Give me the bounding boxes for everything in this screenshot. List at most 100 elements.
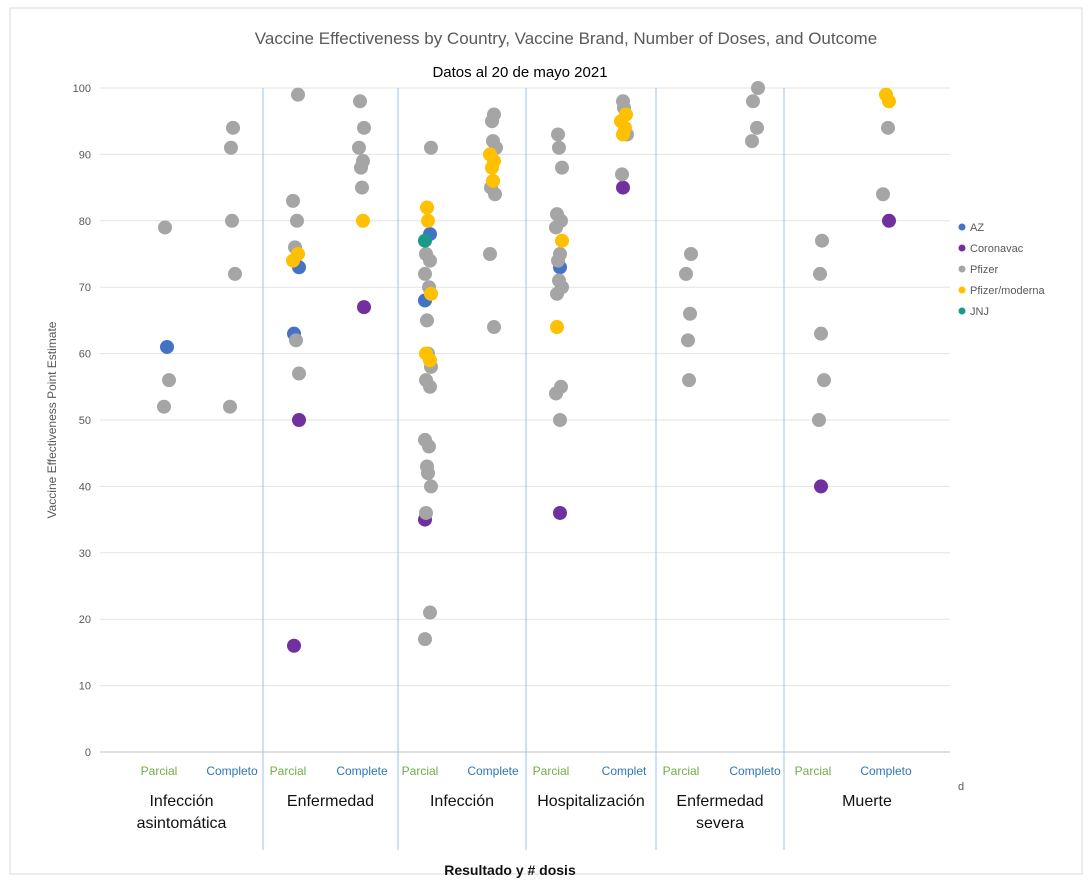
data-point-coronavac [616, 180, 630, 195]
data-point-pfizer-moderna [423, 353, 437, 368]
y-tick-label: 0 [85, 747, 91, 759]
data-point-pfizer [551, 253, 565, 268]
y-tick-label: 30 [79, 548, 91, 560]
category-label: Enfermedad [676, 793, 763, 810]
data-point-pfizer [552, 140, 566, 155]
data-point-pfizer [615, 167, 629, 182]
legend-label: Pfizer/moderna [970, 285, 1045, 297]
data-point-pfizer-moderna [485, 160, 499, 175]
dose-label: Parcial [795, 764, 832, 778]
dose-label: Parcial [663, 764, 700, 778]
y-tick-label: 10 [79, 681, 91, 693]
data-point-pfizer [485, 114, 499, 129]
dose-label: Parcial [270, 764, 307, 778]
data-point-pfizer-moderna [286, 253, 300, 268]
data-point-pfizer-moderna [555, 233, 569, 248]
category-label: Infección [149, 793, 213, 810]
data-point-pfizer [681, 333, 695, 348]
data-point-pfizer [550, 286, 564, 301]
data-point-pfizer [679, 266, 693, 281]
data-point-coronavac [357, 300, 371, 315]
data-point-pfizer [225, 213, 239, 228]
data-point-pfizer [812, 413, 826, 427]
y-tick-label: 70 [79, 282, 91, 294]
data-point-pfizer [487, 320, 501, 335]
data-points [157, 81, 896, 653]
data-point-pfizer [418, 266, 432, 281]
dose-label: Parcial [402, 764, 439, 778]
data-point-pfizer [682, 373, 696, 388]
category-label: asintomática [137, 815, 227, 832]
legend-label: JNJ [970, 306, 989, 318]
data-point-pfizer [683, 306, 697, 321]
data-point-pfizer [814, 326, 828, 341]
data-point-jnj [418, 233, 432, 248]
category-label: Infección [430, 793, 494, 810]
data-point-pfizer [423, 379, 437, 394]
data-point-coronavac [287, 638, 301, 653]
dose-label: Completo [860, 764, 912, 778]
data-point-pfizer [684, 247, 698, 261]
category-label: Muerte [842, 793, 892, 810]
data-point-pfizer [228, 266, 242, 281]
data-point-pfizer [226, 120, 240, 135]
data-point-pfizer [291, 87, 305, 102]
data-point-pfizer [555, 160, 569, 175]
legend-marker [958, 223, 966, 231]
category-label: Hospitalización [537, 793, 645, 810]
y-tick-label: 20 [79, 614, 91, 626]
legend-marker [958, 244, 966, 252]
data-point-coronavac [814, 479, 828, 494]
data-point-pfizer [224, 140, 238, 155]
data-point-pfizer [424, 140, 438, 155]
data-point-pfizer [553, 413, 567, 427]
y-tick-label: 60 [79, 349, 91, 361]
data-point-pfizer [290, 213, 304, 228]
dose-label: Complete [336, 764, 388, 778]
data-point-pfizer [424, 479, 438, 494]
dose-label: Completo [729, 764, 781, 778]
y-tick-label: 80 [79, 216, 91, 228]
data-point-pfizer [354, 160, 368, 175]
chart-subtitle: Datos al 20 de mayo 2021 [432, 64, 607, 81]
legend-label: Pfizer [970, 264, 998, 276]
data-point-pfizer-moderna [486, 173, 500, 188]
stray-text: d [958, 781, 964, 793]
data-point-coronavac [882, 213, 896, 228]
data-point-pfizer [158, 220, 172, 235]
dose-label: Complet [602, 764, 647, 778]
data-point-pfizer [357, 120, 371, 135]
data-point-pfizer [876, 187, 890, 202]
legend-marker [958, 307, 966, 315]
data-point-pfizer [353, 94, 367, 109]
legend: AZ Coronavac Pfizer Pfizer/moderna JNJ [958, 222, 1045, 318]
data-point-pfizer [881, 120, 895, 135]
data-point-az [160, 339, 174, 354]
data-point-pfizer [421, 466, 435, 481]
data-point-pfizer [750, 120, 764, 135]
data-point-pfizer [223, 399, 237, 414]
group-separators [262, 88, 785, 850]
data-point-pfizer [549, 386, 563, 401]
dose-label: Complete [467, 764, 519, 778]
legend-marker [958, 265, 966, 273]
data-point-pfizer [162, 373, 176, 388]
y-axis-label: Vaccine Effectiveness Point Estimate [45, 321, 59, 518]
data-point-pfizer [549, 220, 563, 235]
y-tick-label: 40 [79, 481, 91, 493]
y-tick-label: 90 [79, 149, 91, 161]
data-point-pfizer-moderna [356, 213, 370, 228]
dose-label: Parcial [533, 764, 570, 778]
data-point-pfizer [815, 233, 829, 248]
data-point-pfizer [422, 439, 436, 454]
data-point-pfizer-moderna [421, 213, 435, 228]
data-point-pfizer [355, 180, 369, 195]
category-label: Enfermedad [287, 793, 374, 810]
data-point-pfizer [746, 94, 760, 109]
data-point-pfizer [817, 373, 831, 388]
data-point-pfizer [420, 313, 434, 328]
data-point-pfizer [551, 127, 565, 142]
data-point-pfizer [418, 632, 432, 647]
